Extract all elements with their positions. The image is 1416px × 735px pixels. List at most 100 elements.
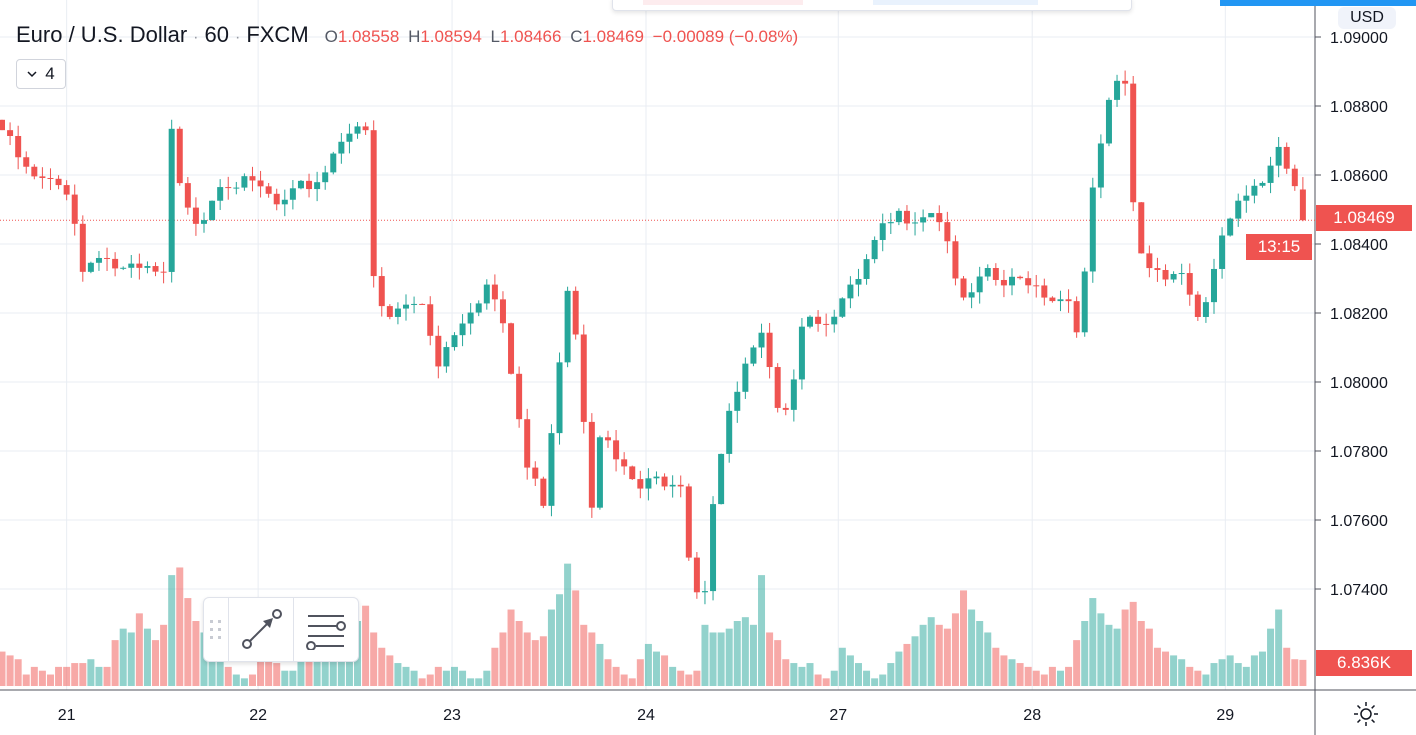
candle-body — [912, 222, 919, 224]
interval[interactable]: 60 — [204, 22, 229, 47]
candle-body — [168, 128, 175, 272]
volume-bar — [30, 666, 38, 686]
trend-line-button[interactable] — [229, 598, 294, 661]
volume-bar — [1258, 651, 1266, 686]
candle-body — [39, 176, 46, 178]
candle-body — [273, 193, 280, 205]
candle-body — [1267, 165, 1274, 183]
symbol-name[interactable]: Euro / U.S. Dollar — [16, 22, 188, 47]
volume-bar — [475, 678, 483, 686]
volume-bar — [402, 666, 410, 686]
candle-body — [823, 323, 830, 325]
volume-bar — [652, 651, 660, 686]
volume-bar — [806, 663, 814, 686]
volume-bar — [1040, 674, 1048, 686]
chevron-down-icon — [27, 70, 37, 77]
volume-bar — [491, 647, 499, 686]
candle-body — [192, 207, 199, 224]
candle-body — [1009, 276, 1015, 286]
line-settings-button[interactable] — [294, 598, 358, 661]
candle-body — [1211, 268, 1217, 303]
volume-bar — [208, 647, 216, 686]
volume-bar — [434, 666, 442, 686]
separator: · — [234, 29, 241, 46]
candle-body — [605, 437, 611, 441]
volume-bar — [1178, 659, 1186, 686]
volume-bar — [572, 590, 580, 686]
open-value: 1.08558 — [337, 27, 400, 46]
candle-body — [249, 176, 256, 181]
candle-body — [540, 478, 547, 506]
volume-bar — [418, 678, 426, 686]
y-tick-label: 1.08000 — [1330, 375, 1388, 392]
volume-bar — [1234, 663, 1242, 686]
x-tick-label: 29 — [1216, 707, 1234, 724]
candle-body — [960, 278, 967, 298]
candle-body — [394, 308, 401, 317]
candle-body — [1081, 271, 1088, 333]
candle-body — [314, 182, 321, 190]
open-label: O — [324, 27, 338, 46]
candle-body — [31, 166, 38, 177]
volume-bar — [984, 632, 992, 686]
volume-bar — [661, 655, 669, 686]
candle-body — [95, 257, 102, 263]
candle-body — [1251, 185, 1258, 196]
candle-body — [903, 210, 910, 224]
volume-bar — [531, 640, 539, 686]
volume-bar — [547, 609, 555, 686]
candle-body — [15, 136, 22, 158]
candle-body — [297, 180, 304, 189]
volume-bar — [111, 640, 119, 686]
volume-bar — [499, 632, 507, 686]
volume-bar — [919, 624, 927, 686]
candle-body — [120, 267, 127, 269]
volume-bar — [289, 670, 297, 686]
candle-body — [1291, 168, 1298, 187]
candle-body — [0, 119, 5, 131]
candle-body — [726, 410, 733, 454]
volume-bar — [1024, 666, 1032, 686]
volume-bar — [232, 674, 240, 686]
volume-bar — [224, 666, 232, 686]
volume-bar — [1153, 647, 1161, 686]
candle-body — [524, 419, 531, 468]
candle-body — [596, 437, 603, 508]
candle-body — [1089, 187, 1096, 272]
candle-body — [451, 335, 458, 348]
candle-body — [807, 316, 813, 327]
volume-bar — [798, 666, 806, 686]
candle-body — [499, 299, 506, 324]
candle-body — [895, 210, 902, 223]
candle-body — [475, 303, 482, 313]
volume-bar — [838, 647, 846, 686]
volume-bar — [604, 659, 612, 686]
candle-body — [710, 504, 717, 592]
volume-bar — [960, 590, 968, 686]
volume-bar — [515, 621, 523, 686]
top-accent-bar — [1220, 0, 1416, 6]
candle-body — [330, 153, 337, 173]
volume-bar — [580, 624, 588, 686]
drag-handle-icon[interactable] — [204, 598, 229, 661]
candle-body — [863, 259, 870, 279]
volume-bar — [863, 670, 871, 686]
candle-body — [613, 440, 620, 460]
candle-body — [435, 335, 442, 367]
volume-bar — [709, 632, 717, 686]
settings-sun-icon[interactable] — [1352, 700, 1380, 728]
volume-bar — [362, 605, 370, 686]
indicators-collapse-button[interactable]: 4 — [16, 59, 66, 89]
volume-bar — [976, 621, 984, 686]
volume-bar — [1121, 609, 1129, 686]
candle-body — [23, 157, 30, 167]
currency-button[interactable]: USD — [1338, 7, 1396, 29]
candle-body — [718, 453, 725, 505]
candle-body — [7, 130, 14, 137]
volume-bar — [450, 666, 458, 686]
symbol-legend: Euro / U.S. Dollar · 60 · FXCM O1.08558 … — [16, 22, 802, 48]
candle-body — [257, 180, 264, 187]
volume-bar — [1056, 670, 1064, 686]
volume-bar — [135, 613, 143, 686]
